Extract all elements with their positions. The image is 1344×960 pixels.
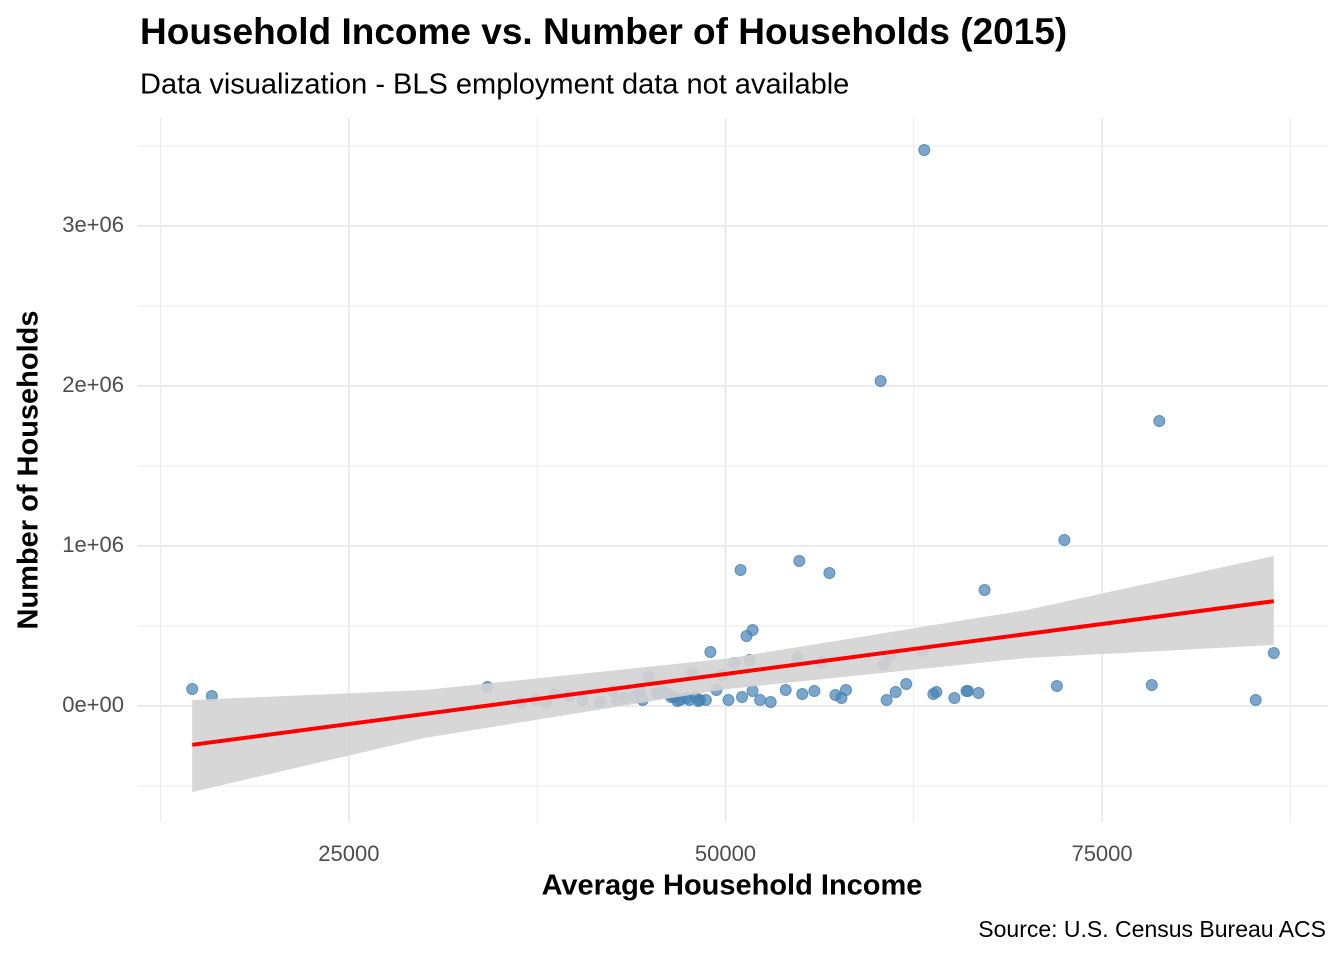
y-tick-label: 1e+06 <box>62 532 124 557</box>
point <box>746 684 759 697</box>
point <box>754 694 767 706</box>
point <box>930 686 943 698</box>
trend-line <box>191 599 1275 747</box>
point <box>823 567 836 580</box>
point <box>699 694 712 706</box>
point <box>1050 680 1063 692</box>
point <box>889 686 902 698</box>
point <box>880 694 893 706</box>
x-tick-label: 50000 <box>695 841 756 866</box>
point <box>918 144 931 156</box>
point <box>1153 415 1166 428</box>
y-tick-label: 0e+00 <box>62 692 124 717</box>
point <box>900 678 913 690</box>
x-tick-label: 75000 <box>1071 841 1132 866</box>
point <box>978 584 991 596</box>
point <box>948 692 961 704</box>
y-axis-label: Number of Households <box>13 310 45 629</box>
point <box>972 687 985 700</box>
point <box>1058 534 1071 546</box>
caption: Source: U.S. Census Bureau ACS <box>978 916 1326 942</box>
point <box>1267 647 1280 660</box>
point <box>736 691 749 704</box>
y-tick-label: 2e+06 <box>62 372 124 397</box>
point <box>961 684 974 697</box>
y-tick-label: 3e+06 <box>62 212 124 237</box>
point <box>683 694 696 706</box>
x-axis-label: Average Household Income <box>542 870 923 902</box>
chart-subtitle: Data visualization - BLS employment data… <box>140 69 849 101</box>
chart-title: Household Income vs. Number of Household… <box>140 11 1067 52</box>
point <box>793 555 806 568</box>
point <box>186 683 199 696</box>
point <box>734 564 747 576</box>
x-tick-label: 25000 <box>318 841 379 866</box>
point <box>874 375 887 388</box>
point <box>808 684 821 697</box>
point <box>1249 694 1262 706</box>
point <box>1145 679 1158 692</box>
point <box>704 646 717 658</box>
point <box>779 684 792 696</box>
point <box>764 696 777 708</box>
point <box>746 624 759 636</box>
point <box>839 684 852 696</box>
point <box>796 688 809 700</box>
point <box>722 694 735 706</box>
